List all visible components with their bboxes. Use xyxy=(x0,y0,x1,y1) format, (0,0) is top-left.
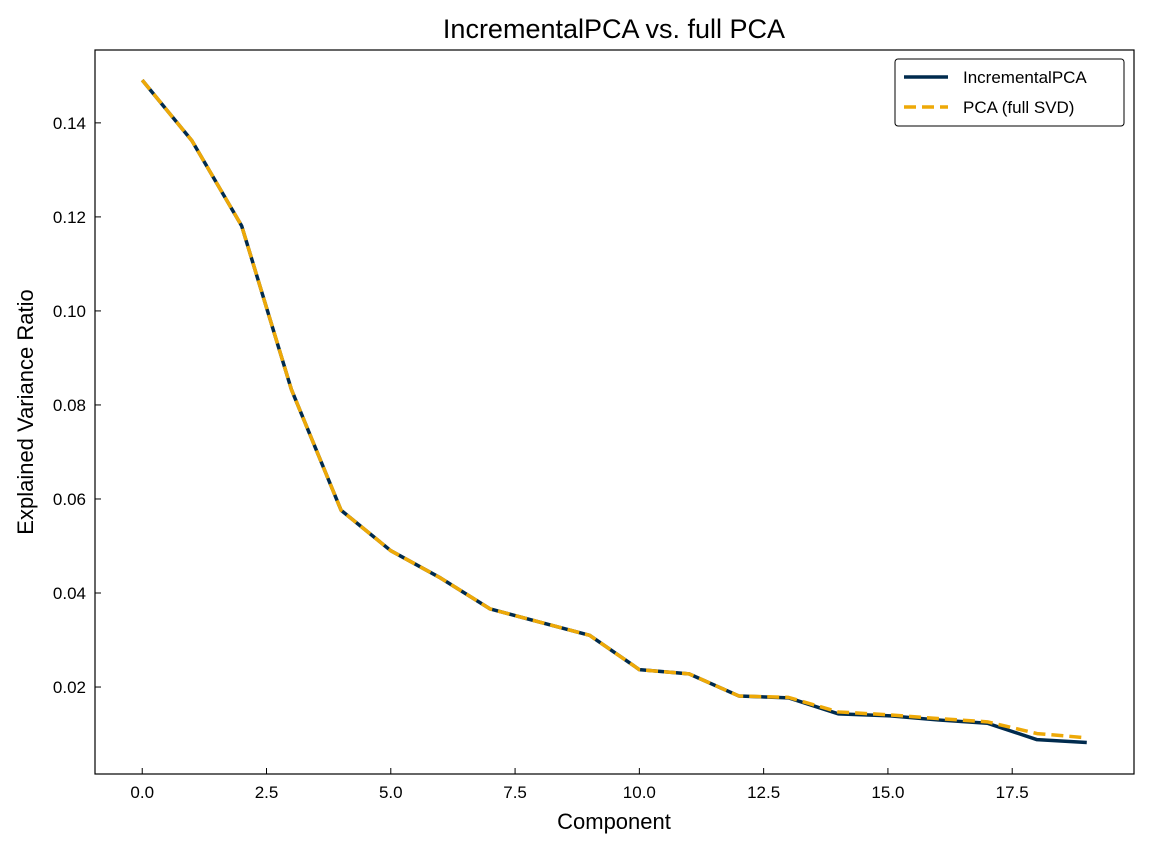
y-tick-label: 0.04 xyxy=(53,584,86,603)
legend-label-pca-full-svd: PCA (full SVD) xyxy=(963,98,1074,117)
y-axis-label: Explained Variance Ratio xyxy=(13,289,38,534)
legend-box xyxy=(894,58,1125,127)
series-layer xyxy=(140,78,1087,745)
x-tick-label: 5.0 xyxy=(379,783,403,802)
x-tick-label: 7.5 xyxy=(503,783,527,802)
y-tick-label: 0.14 xyxy=(53,114,86,133)
x-axis-label: Component xyxy=(557,809,671,834)
y-tick-label: 0.12 xyxy=(53,208,86,227)
y-tick-label: 0.06 xyxy=(53,490,86,509)
x-tick-label: 12.5 xyxy=(747,783,780,802)
y-axis-ticks: 0.02 0.04 0.06 0.08 0.10 0.12 0.14 xyxy=(53,114,101,697)
legend: IncrementalPCA PCA (full SVD) xyxy=(894,58,1125,127)
y-tick-label: 0.02 xyxy=(53,678,86,697)
y-tick-label: 0.10 xyxy=(53,302,86,321)
plot-frame xyxy=(94,49,1135,775)
legend-label-incrementalpca: IncrementalPCA xyxy=(963,68,1087,87)
y-tick-label: 0.08 xyxy=(53,396,86,415)
x-tick-label: 2.5 xyxy=(255,783,279,802)
x-tick-label: 17.5 xyxy=(996,783,1029,802)
x-tick-label: 15.0 xyxy=(871,783,904,802)
x-tick-label: 0.0 xyxy=(130,783,154,802)
chart-title: IncrementalPCA vs. full PCA xyxy=(443,14,785,44)
x-axis-ticks: 0.0 2.5 5.0 7.5 10.0 12.5 15.0 17.5 xyxy=(130,768,1029,802)
series-line-pca-full-svd xyxy=(140,78,1087,740)
x-tick-label: 10.0 xyxy=(623,783,656,802)
